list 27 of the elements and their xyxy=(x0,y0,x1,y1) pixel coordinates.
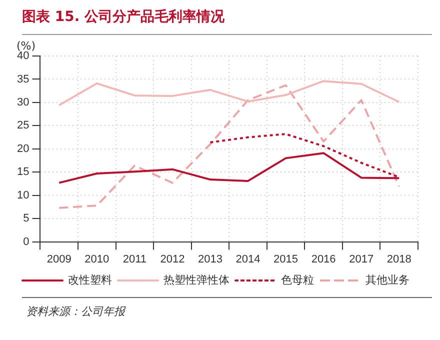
y-tick-label: 5 xyxy=(23,212,30,225)
x-tick-label: 2015 xyxy=(274,253,298,266)
y-tick-label: 15 xyxy=(16,166,30,178)
y-tick-label: 25 xyxy=(16,120,30,132)
y-tick-label: 40 xyxy=(16,50,30,62)
x-tick-label: 2012 xyxy=(160,253,185,266)
y-tick-label: 35 xyxy=(16,73,30,86)
x-tick-label: 2018 xyxy=(386,253,412,266)
legend-label: 热塑性弹性体 xyxy=(164,274,230,287)
x-tick-label: 2010 xyxy=(84,253,110,266)
x-tick-label: 2009 xyxy=(46,253,72,266)
x-tick-label: 2017 xyxy=(349,253,374,266)
line-series xyxy=(58,84,400,209)
legend-label: 色母粒 xyxy=(281,274,314,287)
y-axis-title: (%) xyxy=(16,39,36,52)
y-tick-label: 30 xyxy=(16,96,30,108)
x-tick-label: 2016 xyxy=(311,253,336,266)
y-tick-label: 10 xyxy=(16,189,30,202)
y-tick-label: 20 xyxy=(16,142,30,155)
legend-label: 改性塑料 xyxy=(68,274,112,287)
chart-title: 图表 15. 公司分产品毛利率情况 xyxy=(22,8,225,26)
x-tick-label: 2011 xyxy=(122,253,147,266)
text: 资料来源：公司年报 xyxy=(26,304,125,319)
legend-label: 其他业务 xyxy=(366,274,410,287)
x-tick-label: 2014 xyxy=(236,253,260,266)
y-tick-label: 0 xyxy=(23,236,30,248)
x-tick-label: 2013 xyxy=(198,253,222,266)
